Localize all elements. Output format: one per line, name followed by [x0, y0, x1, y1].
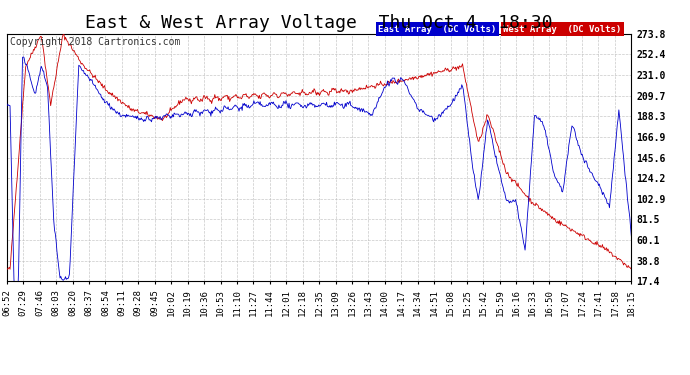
Title: East & West Array Voltage  Thu Oct 4  18:30: East & West Array Voltage Thu Oct 4 18:3… [86, 14, 553, 32]
Text: West Array  (DC Volts): West Array (DC Volts) [503, 25, 622, 34]
Text: East Array  (DC Volts): East Array (DC Volts) [378, 25, 497, 34]
Text: Copyright 2018 Cartronics.com: Copyright 2018 Cartronics.com [10, 38, 180, 48]
